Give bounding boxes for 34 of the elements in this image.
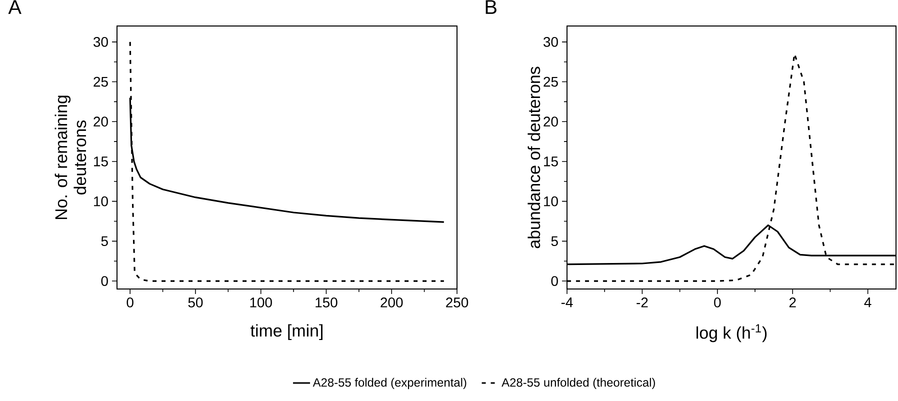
y-tick-label: 10	[544, 196, 558, 206]
y-tick-label: 25	[94, 76, 108, 87]
line-series	[129, 41, 445, 282]
y-axis-title: abundance of deuterons	[528, 66, 540, 248]
y-tick-label: 20	[94, 116, 108, 127]
y-tick-label: 0	[101, 276, 108, 286]
y-tick-label: 30	[544, 36, 558, 47]
legend-label: A28-55 folded (experimental)	[312, 378, 466, 390]
y-tick-label: 30	[94, 36, 108, 47]
text: A	[8, 0, 22, 14]
x-axis-title: time [min]	[250, 324, 322, 340]
y-axis-title: No. of remaining deuterons	[54, 96, 86, 220]
x-tick-label: 0	[714, 298, 721, 308]
y-tick-label: 5	[101, 236, 108, 246]
y-tick-label: 10	[94, 196, 108, 206]
y-tick-label: 15	[544, 156, 558, 166]
x-tick-label: -2	[636, 298, 648, 308]
y-tick-label: 20	[544, 116, 558, 127]
x-tick-label: 100	[250, 298, 272, 308]
x-tick-label: 150	[316, 298, 338, 308]
y-tick-label: 5	[551, 236, 558, 246]
x-tick-label: 2	[789, 298, 796, 308]
x-tick-label: 250	[446, 298, 468, 308]
y-tick-label: 25	[544, 76, 558, 87]
y-tick-label: 0	[551, 276, 558, 286]
legend-label: A28-55 unfolded (theoretical)	[502, 378, 655, 390]
x-tick-label: 0	[126, 298, 134, 308]
y-tick-label: 15	[94, 156, 108, 166]
text: B	[486, 0, 496, 14]
x-tick-label: 200	[380, 298, 403, 308]
x-axis-title: log k (h$^{-1}$)	[696, 324, 767, 342]
x-tick-label: 4	[864, 298, 872, 308]
x-tick-label: -4	[561, 298, 573, 308]
x-tick-label: 50	[188, 298, 203, 308]
